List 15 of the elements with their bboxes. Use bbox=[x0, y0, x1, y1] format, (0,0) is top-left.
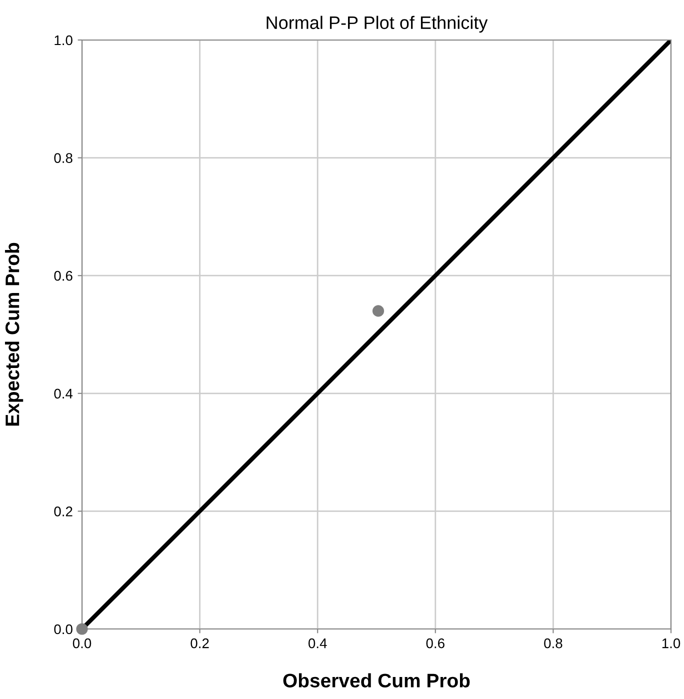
x-tick-label: 0.6 bbox=[426, 638, 444, 648]
y-tick-label: 0.0 bbox=[54, 624, 72, 634]
y-tick-label: 1.0 bbox=[54, 35, 72, 46]
x-tick-label: 1.0 bbox=[662, 638, 680, 648]
y-tick-label: 0.8 bbox=[54, 153, 72, 163]
x-tick-label: 0.2 bbox=[190, 638, 209, 648]
y-tick-label: 0.4 bbox=[54, 388, 73, 399]
x-tick-label: 0.0 bbox=[72, 638, 92, 648]
y-tick-label: 0.2 bbox=[54, 506, 72, 516]
x-axis-title: Observed Cum Prob bbox=[283, 673, 470, 688]
chart-title: Normal P-P Plot of Ethnicity bbox=[266, 16, 488, 33]
y-axis-title: Expected Cum Prob bbox=[4, 242, 24, 426]
y-tick-label: 0.6 bbox=[54, 270, 72, 281]
x-tick-label: 0.4 bbox=[308, 638, 327, 648]
x-tick-label: 0.8 bbox=[544, 638, 562, 648]
